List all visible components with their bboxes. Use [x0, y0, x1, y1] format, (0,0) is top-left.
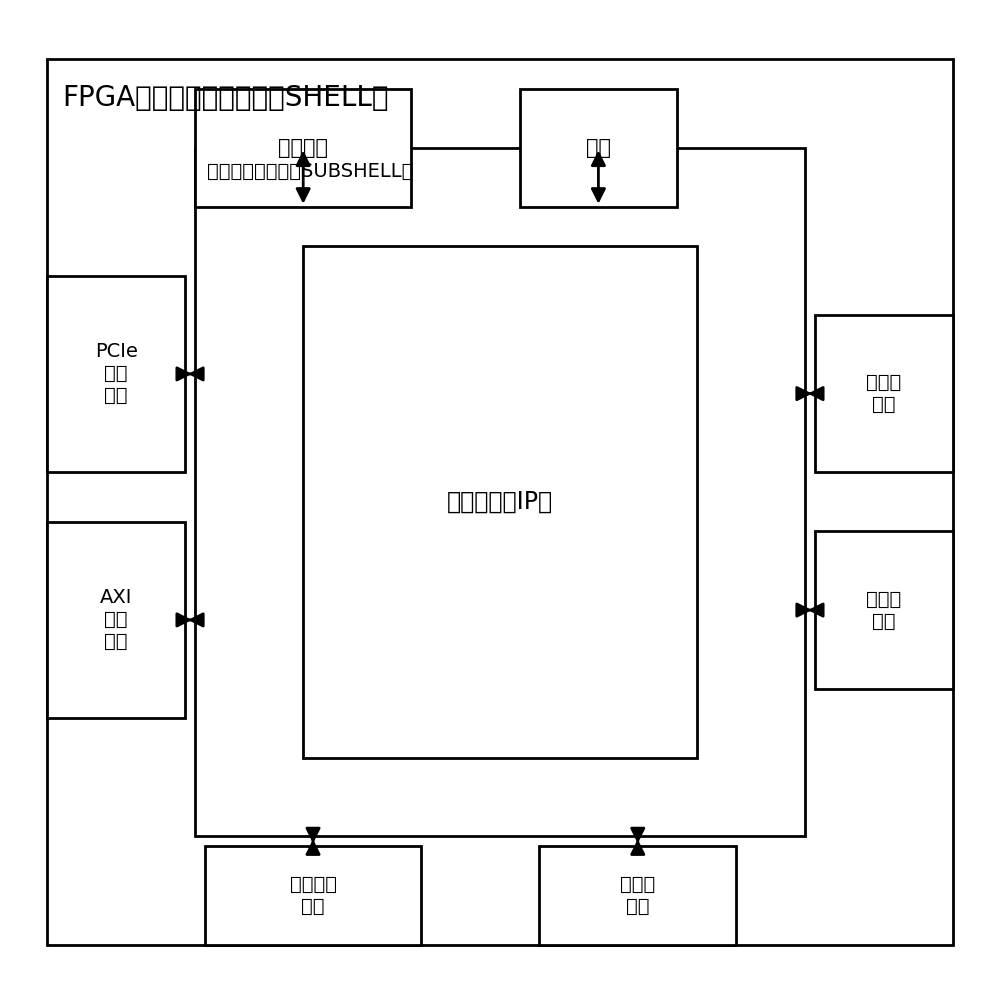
Bar	[195, 148, 805, 836]
Bar	[815, 531, 953, 689]
Bar	[205, 846, 421, 945]
Bar	[47, 276, 185, 472]
Bar	[539, 846, 736, 945]
Bar	[815, 315, 953, 472]
Text: 高速串口
控制: 高速串口 控制	[290, 875, 337, 916]
Text: 应用电路（IP）: 应用电路（IP）	[447, 490, 553, 514]
Bar	[47, 522, 185, 718]
Text: PCIe
总线
控制: PCIe 总线 控制	[95, 342, 138, 405]
Bar	[303, 246, 697, 758]
Text: 以太网
控制: 以太网 控制	[620, 875, 655, 916]
Bar	[520, 89, 677, 207]
Text: 接口适配层电路（SUBSHELL）: 接口适配层电路（SUBSHELL）	[207, 162, 413, 181]
Text: FPGA平台基础功能电路（SHELL）: FPGA平台基础功能电路（SHELL）	[62, 84, 389, 111]
Text: 传感器
控制: 传感器 控制	[866, 589, 901, 631]
Text: AXI
总线
控制: AXI 总线 控制	[100, 588, 132, 651]
Text: 存储器
控制: 存储器 控制	[866, 373, 901, 414]
Bar	[195, 89, 411, 207]
Text: 内存控制: 内存控制	[278, 138, 328, 157]
Text: 其他: 其他	[586, 138, 611, 157]
